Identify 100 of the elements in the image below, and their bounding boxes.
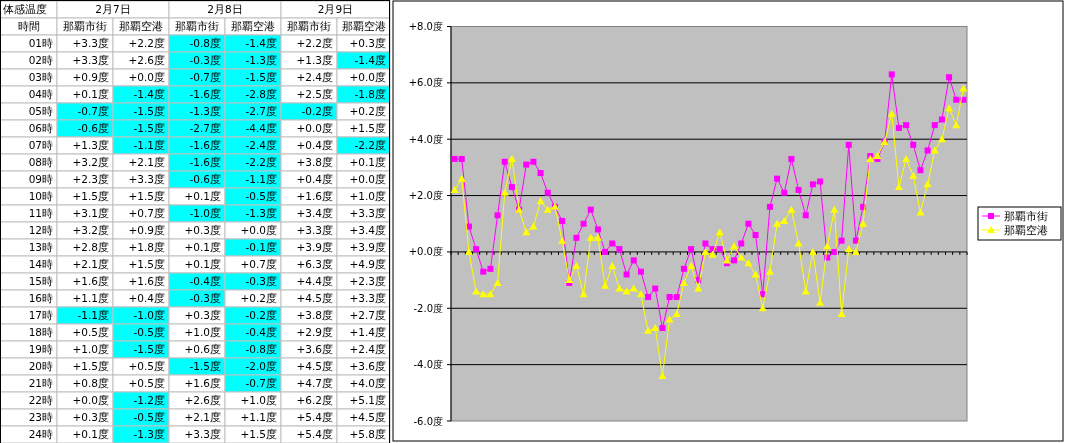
data-label: -1.8度	[354, 88, 386, 101]
data-label: -1.4度	[133, 88, 165, 101]
data-label: +0.4度	[296, 139, 333, 152]
data-label: +1.6度	[184, 377, 221, 390]
y-tick-label: 13時	[28, 241, 53, 254]
data-label: +0.2度	[349, 105, 386, 118]
data-label: +1.6度	[72, 275, 109, 288]
data-label: +3.3度	[72, 54, 109, 67]
data-label: +3.4度	[349, 224, 386, 237]
data-label: +0.1度	[184, 241, 221, 254]
data-label: +2.1度	[72, 258, 109, 271]
data-label: -2.2度	[245, 156, 277, 169]
data-label: +2.5度	[296, 88, 333, 101]
data-label: +0.0度	[349, 71, 386, 84]
data-label: +1.1度	[240, 411, 277, 424]
data-label: -0.7度	[77, 105, 109, 118]
data-label: -1.4度	[245, 37, 277, 50]
y-tick-label: 15時	[28, 275, 53, 288]
data-label: +0.9度	[72, 71, 109, 84]
y-tick-label: 07時	[28, 139, 53, 152]
x-tick-label: 那覇空港	[341, 20, 386, 33]
y-tick-label: 04時	[28, 88, 53, 101]
data-label: -2.2度	[354, 139, 386, 152]
data-label: -1.5度	[133, 343, 165, 356]
data-label: +5.8度	[349, 428, 386, 441]
y-tick-label: +2.0度	[408, 190, 443, 202]
data-label: -1.4度	[354, 54, 386, 67]
data-label: +3.3度	[349, 292, 386, 305]
data-label: -1.3度	[245, 207, 277, 220]
y-tick-label: 22時	[28, 394, 53, 407]
data-label: -1.1度	[77, 309, 109, 322]
data-label: +3.8度	[296, 309, 333, 322]
data-label: -0.5度	[245, 190, 277, 203]
data-label: +1.5度	[128, 258, 165, 271]
data-label: -2.0度	[245, 360, 277, 373]
data-label: -1.5度	[245, 71, 277, 84]
data-label: +0.0度	[296, 122, 333, 135]
data-label: +0.0度	[240, 224, 277, 237]
data-label: -0.3度	[189, 54, 221, 67]
data-label: +0.1度	[349, 156, 386, 169]
data-label: +0.3度	[349, 37, 386, 50]
data-label: -0.4度	[245, 326, 277, 339]
data-label: +1.6度	[296, 190, 333, 203]
data-label: +1.3度	[296, 54, 333, 67]
legend-label: 那覇市街	[1004, 209, 1048, 223]
data-label: +2.2度	[128, 37, 165, 50]
data-label: +3.3度	[296, 224, 333, 237]
data-label: +0.1度	[184, 190, 221, 203]
y-tick-label: 05時	[28, 105, 53, 118]
data-label: +1.0度	[240, 394, 277, 407]
data-label: +5.1度	[349, 394, 386, 407]
data-label: -1.3度	[133, 428, 165, 441]
data-label: +2.9度	[296, 326, 333, 339]
y-tick-label: 11時	[28, 207, 53, 220]
data-label: +4.9度	[349, 258, 386, 271]
data-label: +2.8度	[72, 241, 109, 254]
data-label: +4.5度	[296, 292, 333, 305]
y-tick-label: 03時	[28, 71, 53, 84]
legend-label: 那覇空港	[1004, 223, 1048, 237]
data-label: +1.0度	[72, 343, 109, 356]
data-label: +3.3度	[184, 428, 221, 441]
y-tick-label: +6.0度	[408, 77, 443, 89]
data-label: +3.3度	[128, 173, 165, 186]
data-label: +3.6度	[349, 360, 386, 373]
data-label: +3.8度	[296, 156, 333, 169]
data-label: -0.4度	[189, 275, 221, 288]
data-label: -1.6度	[189, 156, 221, 169]
data-label: +6.2度	[296, 394, 333, 407]
y-tick-label: +4.0度	[408, 133, 443, 145]
y-tick-label: 08時	[28, 156, 53, 169]
data-label: +4.0度	[349, 377, 386, 390]
data-label: -1.0度	[189, 207, 221, 220]
data-label: +0.0度	[128, 71, 165, 84]
data-label: +1.5度	[72, 190, 109, 203]
data-label: -0.8度	[189, 37, 221, 50]
data-label: +2.7度	[349, 309, 386, 322]
data-label: -2.7度	[189, 122, 221, 135]
data-label: +2.3度	[72, 173, 109, 186]
data-label: +0.4度	[128, 292, 165, 305]
data-label: +0.0度	[349, 173, 386, 186]
data-label: +0.9度	[128, 224, 165, 237]
y-tick-label: +8.0度	[408, 21, 443, 32]
data-label: +0.1度	[72, 428, 109, 441]
data-label: -0.5度	[133, 411, 165, 424]
data-label: +2.3度	[349, 275, 386, 288]
data-label: +4.4度	[296, 275, 333, 288]
y-tick-label: 24時	[28, 428, 53, 441]
data-label: +4.7度	[296, 377, 333, 390]
data-label: +0.0度	[72, 394, 109, 407]
data-label: +0.5度	[128, 377, 165, 390]
y-tick-label: -4.0度	[413, 359, 443, 371]
data-label: +0.2度	[240, 292, 277, 305]
data-label: +1.5度	[349, 122, 386, 135]
y-tick-label: 01時	[28, 37, 53, 50]
data-label: -1.3度	[245, 54, 277, 67]
data-label: -0.8度	[245, 343, 277, 356]
y-tick-label: -2.0度	[413, 302, 443, 314]
data-label: -0.2度	[245, 309, 277, 322]
data-label: -0.7度	[189, 71, 221, 84]
y-tick-label: 09時	[28, 173, 53, 186]
